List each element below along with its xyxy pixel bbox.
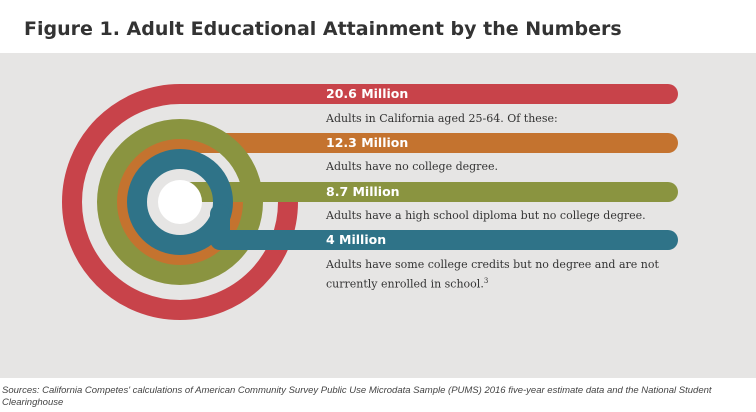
center-core [158,180,202,224]
figure-title: Figure 1. Adult Educational Attainment b… [24,18,622,40]
desc-orange: Adults have no college degree. [326,160,498,173]
desc-teal: Adults have some college credits but no … [326,256,686,293]
desc-green: Adults have a high school diploma but no… [326,209,646,222]
ring-green-band [97,119,263,285]
footnote-ref: 3 [483,277,489,285]
bar-label-orange: 12.3 Million [326,135,409,150]
bar-label-green: 8.7 Million [326,184,400,199]
bar-label-teal: 4 Million [326,232,387,247]
bar-label-red: 20.6 Million [326,86,409,101]
source-note: Sources: California Competes' calculatio… [2,385,712,408]
ring-teal [127,149,233,255]
bar-teal [210,204,678,250]
desc-red: Adults in California aged 25-64. Of thes… [326,112,558,125]
desc-teal-text: Adults have some college credits but no … [326,258,659,291]
ring-red [62,84,678,321]
